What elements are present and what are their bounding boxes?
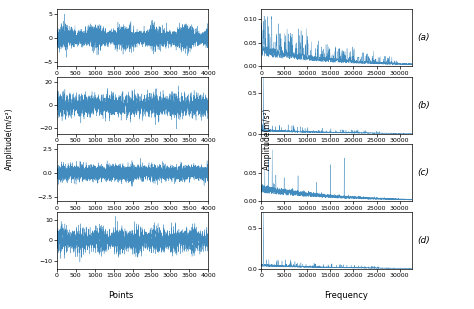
Text: Points: Points xyxy=(108,291,134,300)
Text: (c): (c) xyxy=(417,168,429,177)
Text: Amplitude(m/s²): Amplitude(m/s²) xyxy=(263,108,272,170)
Text: (b): (b) xyxy=(417,101,430,110)
Text: Frequency: Frequency xyxy=(324,291,368,300)
Text: (a): (a) xyxy=(417,33,429,42)
Text: Amplitude(m/s²): Amplitude(m/s²) xyxy=(5,108,14,170)
Text: (d): (d) xyxy=(417,236,430,245)
